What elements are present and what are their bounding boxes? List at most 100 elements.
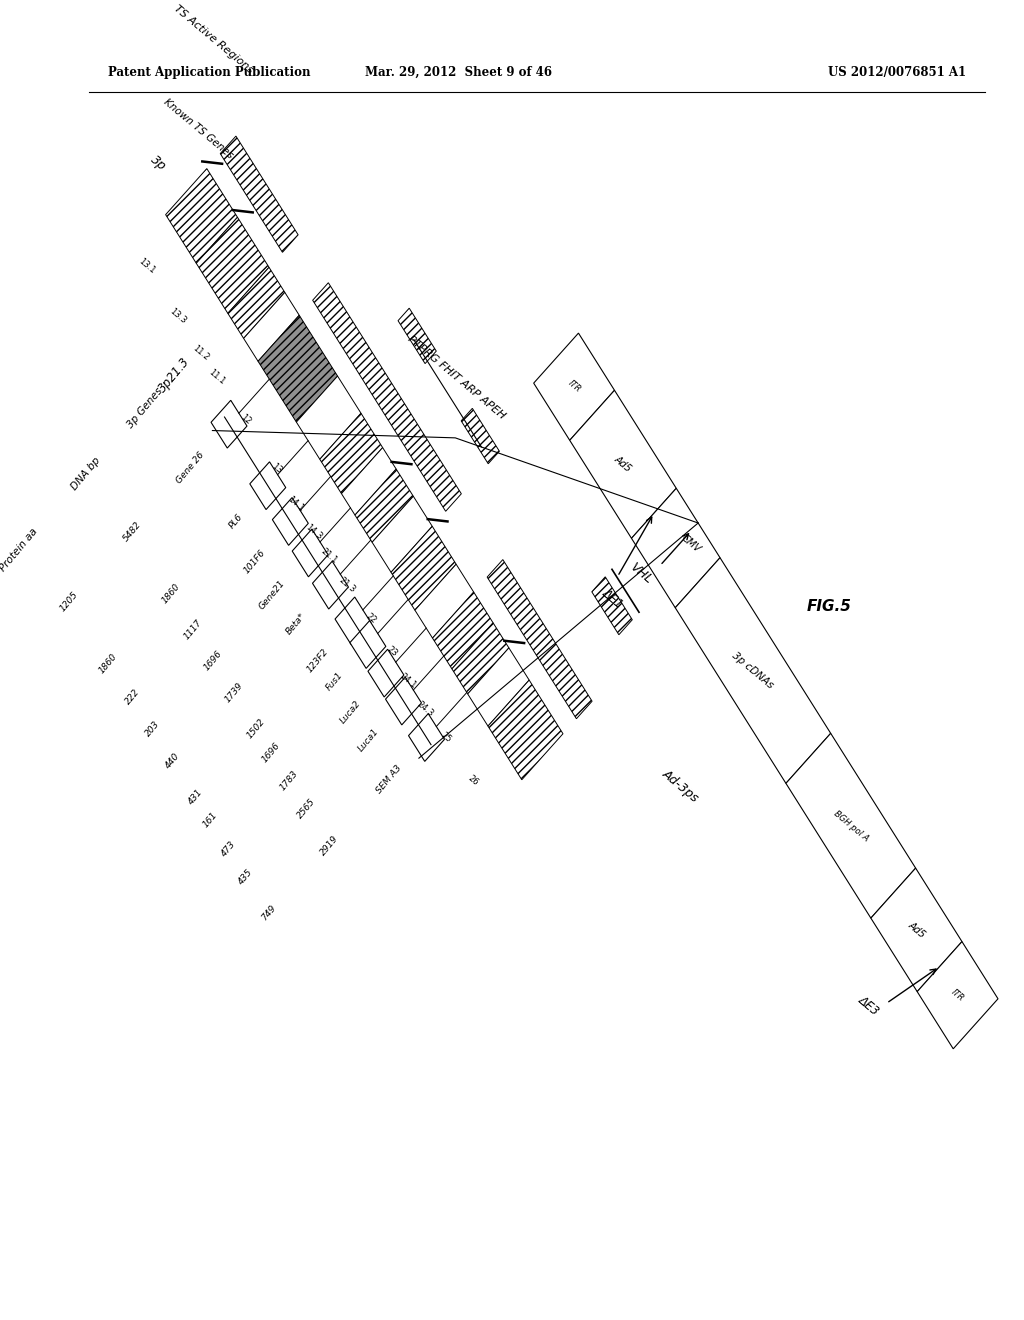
Polygon shape bbox=[166, 169, 238, 263]
Text: Ad-3ps: Ad-3ps bbox=[660, 767, 701, 805]
Text: 435: 435 bbox=[237, 867, 255, 886]
Text: 1860: 1860 bbox=[97, 652, 119, 675]
Text: PL6: PL6 bbox=[227, 512, 245, 529]
Text: FIG.5: FIG.5 bbox=[807, 599, 852, 614]
Polygon shape bbox=[197, 218, 269, 313]
Polygon shape bbox=[488, 680, 563, 780]
Text: Fus1: Fus1 bbox=[325, 671, 345, 693]
Text: SEM A3: SEM A3 bbox=[375, 763, 403, 796]
Text: 1502: 1502 bbox=[246, 717, 267, 741]
Text: 101F6: 101F6 bbox=[242, 548, 267, 574]
Polygon shape bbox=[244, 292, 299, 362]
Text: Luca2: Luca2 bbox=[338, 700, 362, 726]
Polygon shape bbox=[258, 315, 338, 422]
Text: VHL: VHL bbox=[628, 560, 655, 586]
Polygon shape bbox=[250, 462, 286, 510]
Polygon shape bbox=[211, 400, 247, 447]
Polygon shape bbox=[372, 496, 432, 573]
Text: 24.3: 24.3 bbox=[415, 700, 435, 718]
Polygon shape bbox=[350, 620, 386, 668]
Text: PTPRG FHIT ARP APEH: PTPRG FHIT ARP APEH bbox=[406, 334, 507, 421]
Polygon shape bbox=[870, 869, 962, 991]
Text: TS Active Regions: TS Active Regions bbox=[172, 4, 255, 75]
Text: 2919: 2919 bbox=[318, 833, 341, 857]
Polygon shape bbox=[461, 408, 500, 463]
Polygon shape bbox=[385, 677, 422, 725]
Polygon shape bbox=[468, 648, 529, 726]
Text: 1696: 1696 bbox=[203, 649, 224, 672]
Text: 3p cDNAs: 3p cDNAs bbox=[730, 651, 775, 690]
Text: 431: 431 bbox=[186, 787, 205, 807]
Text: Beta*: Beta* bbox=[284, 611, 307, 636]
Text: 24.1: 24.1 bbox=[397, 672, 418, 690]
Text: Ad5: Ad5 bbox=[612, 454, 634, 474]
Polygon shape bbox=[592, 577, 632, 635]
Text: 12: 12 bbox=[239, 412, 253, 426]
Text: 25: 25 bbox=[439, 731, 454, 744]
Text: 1696: 1696 bbox=[260, 741, 282, 764]
Text: 3p Genes: 3p Genes bbox=[126, 385, 165, 430]
Polygon shape bbox=[220, 136, 298, 252]
Polygon shape bbox=[487, 560, 592, 718]
Polygon shape bbox=[786, 734, 915, 919]
Text: 3p21.3: 3p21.3 bbox=[157, 355, 193, 395]
Polygon shape bbox=[312, 282, 462, 511]
Polygon shape bbox=[335, 597, 371, 644]
Text: Gene 26: Gene 26 bbox=[174, 450, 206, 486]
Text: 1860: 1860 bbox=[160, 582, 182, 605]
Text: BGH pol A: BGH pol A bbox=[831, 809, 870, 842]
Polygon shape bbox=[296, 376, 361, 459]
Text: 22: 22 bbox=[365, 612, 378, 626]
Text: 14.1: 14.1 bbox=[286, 495, 306, 513]
Text: US 2012/0076851 A1: US 2012/0076851 A1 bbox=[828, 66, 967, 79]
Polygon shape bbox=[534, 333, 614, 441]
Polygon shape bbox=[569, 391, 676, 539]
Text: Ad5: Ad5 bbox=[906, 920, 927, 940]
Text: 13.3: 13.3 bbox=[167, 306, 187, 325]
Text: 14.3: 14.3 bbox=[304, 523, 324, 541]
Polygon shape bbox=[409, 714, 444, 762]
Text: 473: 473 bbox=[219, 840, 238, 858]
Text: 26: 26 bbox=[466, 774, 480, 787]
Text: Gene21: Gene21 bbox=[257, 579, 287, 611]
Text: DNA bp: DNA bp bbox=[70, 455, 102, 492]
Text: 1783: 1783 bbox=[279, 770, 300, 792]
Text: Luca1: Luca1 bbox=[356, 727, 380, 754]
Text: Patent Application Publication: Patent Application Publication bbox=[109, 66, 310, 79]
Text: 440: 440 bbox=[164, 751, 182, 770]
Text: ITR: ITR bbox=[949, 987, 966, 1003]
Polygon shape bbox=[355, 469, 414, 543]
Polygon shape bbox=[452, 623, 509, 694]
Text: 1205: 1205 bbox=[58, 590, 80, 614]
Text: 21.3: 21.3 bbox=[337, 576, 357, 594]
Polygon shape bbox=[675, 558, 830, 783]
Polygon shape bbox=[918, 941, 998, 1049]
Polygon shape bbox=[319, 413, 383, 494]
Text: 2565: 2565 bbox=[296, 797, 317, 821]
Polygon shape bbox=[341, 447, 396, 515]
Text: 5482: 5482 bbox=[122, 520, 143, 544]
Text: Protein aa: Protein aa bbox=[0, 525, 40, 573]
Text: 3p: 3p bbox=[147, 153, 168, 173]
Text: 13.1: 13.1 bbox=[136, 257, 157, 276]
Polygon shape bbox=[292, 529, 328, 577]
Text: 1739: 1739 bbox=[223, 681, 245, 705]
Text: Known TS Genes: Known TS Genes bbox=[162, 98, 236, 161]
Text: 161: 161 bbox=[202, 810, 219, 829]
Text: 749: 749 bbox=[260, 904, 278, 923]
Text: 11.1: 11.1 bbox=[207, 368, 226, 387]
Text: ΔE1: ΔE1 bbox=[600, 587, 626, 611]
Polygon shape bbox=[398, 308, 436, 363]
Text: 21.1: 21.1 bbox=[319, 546, 339, 565]
Polygon shape bbox=[227, 268, 285, 338]
Text: Mar. 29, 2012  Sheet 9 of 46: Mar. 29, 2012 Sheet 9 of 46 bbox=[366, 66, 553, 79]
Polygon shape bbox=[391, 527, 456, 610]
Text: ITR: ITR bbox=[566, 379, 583, 395]
Text: 1117: 1117 bbox=[182, 618, 205, 642]
Text: ΔE3: ΔE3 bbox=[856, 994, 882, 1018]
Text: 13: 13 bbox=[269, 461, 284, 475]
Text: 11.2: 11.2 bbox=[191, 345, 211, 363]
Polygon shape bbox=[312, 561, 348, 609]
Text: 222: 222 bbox=[124, 688, 141, 706]
Polygon shape bbox=[272, 498, 308, 545]
